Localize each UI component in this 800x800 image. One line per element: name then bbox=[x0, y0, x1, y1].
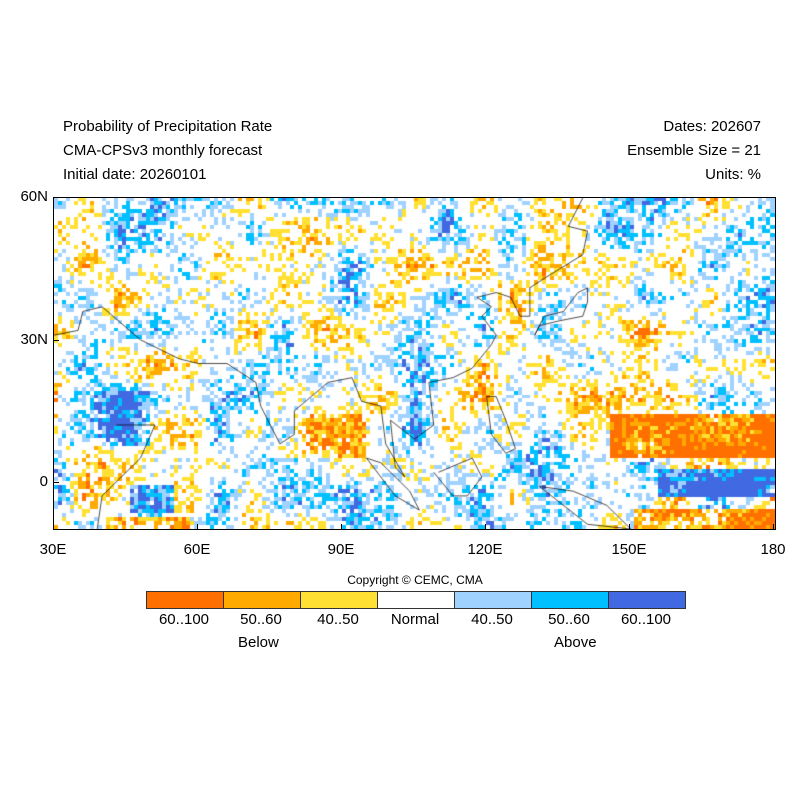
legend-swatch bbox=[532, 592, 609, 608]
units: Units: % bbox=[705, 166, 761, 183]
lat-tick-label: 0 bbox=[39, 473, 48, 491]
legend-swatch bbox=[224, 592, 301, 608]
lon-tick-mark bbox=[341, 524, 342, 530]
probability-map bbox=[53, 197, 776, 530]
lat-tick-label: 60N bbox=[20, 188, 48, 205]
lon-tick-label: 30E bbox=[39, 541, 67, 558]
copyright: Copyright © CEMC, CMA bbox=[347, 573, 483, 587]
legend-label: 50..60 bbox=[240, 611, 282, 628]
legend-label: 50..60 bbox=[548, 611, 590, 628]
legend-swatch bbox=[301, 592, 378, 608]
legend-label: 40..50 bbox=[317, 611, 359, 628]
lat-tick-mark bbox=[53, 339, 59, 341]
legend-label: 60..100 bbox=[620, 611, 672, 628]
dates: Dates: 202607 bbox=[663, 118, 761, 135]
lon-tick-mark bbox=[53, 524, 54, 530]
lon-tick-mark bbox=[197, 524, 198, 530]
above-label: Above bbox=[554, 634, 597, 651]
model-label: CMA-CPSv3 monthly forecast bbox=[63, 142, 263, 159]
lat-tick-mark bbox=[53, 482, 59, 484]
legend-swatch bbox=[455, 592, 532, 608]
lon-tick-label: 120E bbox=[467, 541, 503, 558]
below-label: Below bbox=[238, 634, 279, 651]
probability-field bbox=[54, 198, 775, 529]
lat-tick-label: 30N bbox=[20, 330, 48, 348]
legend-label: 60..100 bbox=[158, 611, 210, 628]
lon-tick-label: 90E bbox=[327, 541, 355, 558]
lon-tick-label: 150E bbox=[611, 541, 647, 558]
lon-tick-mark bbox=[773, 524, 774, 530]
lon-tick-label: 180 bbox=[760, 541, 786, 558]
legend-swatch bbox=[609, 592, 685, 608]
legend-swatch bbox=[147, 592, 224, 608]
lon-tick-label: 60E bbox=[183, 541, 211, 558]
lat-tick-mark bbox=[53, 197, 59, 198]
title: Probability of Precipitation Rate bbox=[63, 118, 273, 135]
lon-tick-mark bbox=[485, 524, 486, 530]
color-legend bbox=[146, 591, 686, 609]
legend-label: Normal bbox=[390, 611, 440, 628]
legend-swatch bbox=[378, 592, 455, 608]
legend-label: 40..50 bbox=[471, 611, 513, 628]
ensemble-size: Ensemble Size = 21 bbox=[627, 142, 761, 159]
initial-date: Initial date: 20260101 bbox=[63, 166, 207, 183]
lon-tick-mark bbox=[629, 524, 630, 530]
